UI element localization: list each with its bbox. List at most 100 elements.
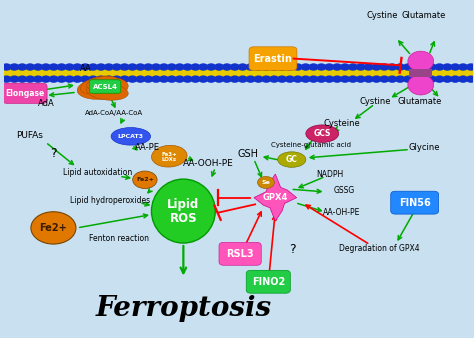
Ellipse shape	[87, 76, 118, 90]
FancyBboxPatch shape	[391, 191, 438, 214]
Text: GSH: GSH	[237, 149, 259, 159]
Circle shape	[33, 63, 43, 71]
Ellipse shape	[408, 51, 434, 71]
Circle shape	[96, 63, 106, 71]
Circle shape	[56, 63, 67, 71]
Circle shape	[48, 75, 59, 83]
Circle shape	[277, 75, 287, 83]
Circle shape	[309, 63, 319, 71]
Circle shape	[246, 63, 255, 71]
Circle shape	[33, 75, 43, 83]
Circle shape	[316, 63, 327, 71]
Circle shape	[466, 75, 474, 83]
Circle shape	[395, 63, 405, 71]
Text: Cystine: Cystine	[359, 97, 391, 106]
Text: Cysteine-glutamic acid: Cysteine-glutamic acid	[272, 142, 351, 148]
Circle shape	[190, 63, 201, 71]
Circle shape	[229, 63, 240, 71]
FancyBboxPatch shape	[249, 47, 297, 70]
Circle shape	[434, 75, 445, 83]
Circle shape	[257, 176, 274, 189]
Circle shape	[111, 75, 122, 83]
Circle shape	[64, 63, 74, 71]
Text: Cysteine: Cysteine	[324, 119, 360, 128]
Circle shape	[332, 75, 342, 83]
Ellipse shape	[306, 125, 338, 142]
Circle shape	[427, 63, 437, 71]
Text: Fe2+: Fe2+	[136, 177, 154, 182]
Circle shape	[80, 63, 91, 71]
Circle shape	[222, 75, 232, 83]
Circle shape	[364, 63, 374, 71]
Circle shape	[159, 63, 169, 71]
Circle shape	[450, 75, 460, 83]
Bar	[4, 68, 474, 78]
Circle shape	[17, 63, 27, 71]
Circle shape	[182, 63, 193, 71]
Text: GPX4: GPX4	[263, 193, 288, 202]
Circle shape	[214, 63, 224, 71]
Circle shape	[403, 75, 413, 83]
Text: Degradation of GPX4: Degradation of GPX4	[339, 244, 420, 252]
Text: AA-OH-PE: AA-OH-PE	[323, 208, 361, 217]
Circle shape	[410, 75, 421, 83]
Circle shape	[198, 63, 209, 71]
Circle shape	[222, 63, 232, 71]
Circle shape	[253, 63, 264, 71]
Circle shape	[128, 63, 137, 71]
Circle shape	[119, 75, 130, 83]
Circle shape	[387, 75, 397, 83]
Circle shape	[450, 63, 460, 71]
FancyBboxPatch shape	[2, 83, 47, 103]
Text: AdA: AdA	[38, 99, 55, 108]
Text: PUFAs: PUFAs	[17, 131, 44, 140]
Circle shape	[182, 75, 193, 83]
Text: Erastin: Erastin	[254, 54, 292, 64]
Circle shape	[174, 63, 185, 71]
Circle shape	[72, 63, 82, 71]
Circle shape	[143, 75, 154, 83]
Circle shape	[458, 63, 468, 71]
Text: Elongase: Elongase	[5, 89, 45, 98]
Circle shape	[167, 75, 177, 83]
Circle shape	[25, 75, 35, 83]
Circle shape	[48, 63, 59, 71]
Circle shape	[56, 75, 67, 83]
Text: RSL3: RSL3	[226, 249, 254, 259]
Circle shape	[9, 75, 19, 83]
Circle shape	[88, 63, 98, 71]
Circle shape	[237, 75, 248, 83]
Polygon shape	[254, 174, 297, 221]
Circle shape	[371, 75, 382, 83]
Circle shape	[340, 75, 350, 83]
Text: GC: GC	[286, 155, 298, 164]
Circle shape	[104, 63, 114, 71]
Circle shape	[41, 63, 51, 71]
Ellipse shape	[81, 76, 116, 94]
Circle shape	[285, 75, 295, 83]
Circle shape	[198, 75, 209, 83]
Circle shape	[356, 75, 366, 83]
Circle shape	[133, 171, 157, 189]
Text: Fenton reaction: Fenton reaction	[89, 234, 149, 242]
Text: ?: ?	[50, 147, 57, 160]
Circle shape	[151, 63, 161, 71]
Circle shape	[190, 75, 201, 83]
Text: GCS: GCS	[314, 129, 331, 138]
Bar	[409, 69, 432, 77]
Ellipse shape	[86, 83, 128, 100]
Text: Lipid hydroperoxides: Lipid hydroperoxides	[70, 196, 150, 206]
Text: ACSL4: ACSL4	[92, 83, 118, 90]
Text: Glutamate: Glutamate	[402, 11, 446, 20]
Ellipse shape	[111, 128, 151, 145]
Ellipse shape	[408, 75, 434, 95]
Text: AdA-CoA/AA-CoA: AdA-CoA/AA-CoA	[85, 111, 144, 117]
Circle shape	[442, 75, 453, 83]
Circle shape	[285, 63, 295, 71]
Circle shape	[135, 75, 146, 83]
Circle shape	[379, 75, 390, 83]
FancyBboxPatch shape	[246, 270, 291, 293]
Text: GSSG: GSSG	[334, 186, 355, 195]
FancyBboxPatch shape	[89, 80, 121, 93]
Circle shape	[301, 75, 311, 83]
